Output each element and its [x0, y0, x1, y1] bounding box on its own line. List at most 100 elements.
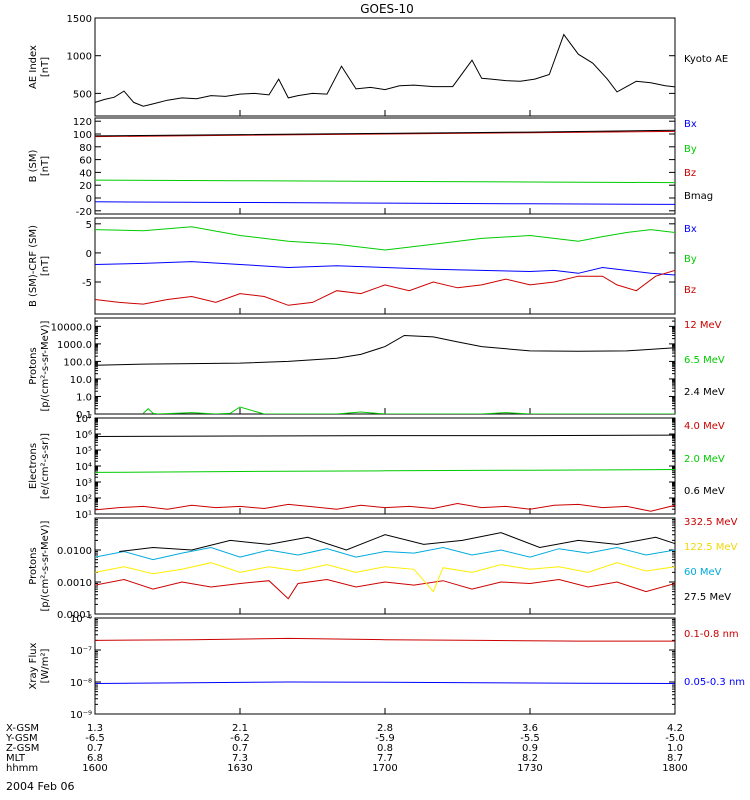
legend-label: Bz	[684, 285, 696, 296]
series-line-4-0-mev	[95, 502, 675, 512]
legend-label: 60 MeV	[684, 567, 722, 578]
x-tick-label: 1700	[372, 763, 397, 774]
y-axis-label: [e/(cm²-s-sr)]	[40, 433, 51, 499]
legend-label: Bmag	[684, 191, 713, 202]
y-tick-label: 80	[79, 143, 92, 154]
x-tick-label: 7.3	[232, 753, 248, 764]
panel-protons_high: 0.0001 0.0010 0.0100 Protons [p/(cm²-s-sr-Me…	[28, 517, 738, 621]
series-group	[95, 532, 675, 600]
panel-frame	[94, 617, 676, 715]
y-tick-label: 120	[73, 117, 92, 128]
y-axis-label: [p/(cm²-s-sr-MeV)]	[40, 320, 51, 411]
chart-title: GOES-10	[360, 2, 414, 16]
series-line-6-5-mev	[142, 406, 675, 414]
y-tick-label: 100.0	[63, 357, 92, 368]
y-tick-label: 10⁻⁷	[70, 646, 92, 657]
y-tick-label: 10000.0	[51, 322, 92, 333]
y-tick-label: 0	[86, 194, 92, 205]
series-line-bz	[95, 269, 675, 306]
legend-label: 332.5 MeV	[684, 517, 738, 528]
series-line-122-5-mev	[95, 562, 675, 593]
y-axis-label: Electrons	[28, 443, 39, 489]
y-tick-label: 0.0010	[57, 578, 92, 589]
series-line-0-05-0-3-nm	[95, 681, 675, 685]
y-tick-label: 10⁻⁸	[70, 678, 92, 689]
y-tick-label: 40	[79, 168, 92, 179]
legend-label: 0.1-0.8 nm	[684, 629, 739, 640]
y-tick-label: 10³	[75, 478, 92, 489]
x-row-label: X-GSM	[6, 723, 39, 734]
x-tick-label: 1.0	[667, 743, 683, 754]
series-line-bx	[95, 261, 675, 276]
series-line-by	[95, 179, 675, 184]
y-axis-label: [nT]	[40, 156, 51, 176]
y-tick-label: 10⁴	[75, 462, 92, 473]
legend-label: 12 MeV	[684, 320, 722, 331]
series-line-332-5-mev	[95, 578, 675, 600]
y-tick-label: 10⁷	[75, 414, 92, 425]
y-axis-label: B (SM)	[28, 149, 39, 182]
x-tick-label: 3.6	[522, 723, 538, 734]
y-tick-label: 1.0	[76, 392, 92, 403]
y-tick-label: 1000	[67, 52, 92, 63]
y-tick-label: 0.1	[76, 410, 92, 421]
x-tick-label: 0.8	[377, 743, 393, 754]
y-tick-label: 5	[86, 220, 92, 231]
panel-frame	[94, 417, 676, 515]
panel-xray: 10⁻⁹ 10⁻⁸ 10⁻⁷ 10⁻⁶ Xray Flux [W/m²] 0.1-0.8 n…	[28, 614, 745, 721]
y-axis-label: AE Index	[28, 45, 39, 89]
x-row-label: Y-GSM	[5, 733, 38, 744]
x-tick-label: 0.7	[87, 743, 103, 754]
legend-label: Bx	[684, 224, 697, 235]
y-tick-label: 0	[86, 249, 92, 260]
x-tick-label: -5.9	[375, 733, 395, 744]
y-axis-label: [nT]	[40, 57, 51, 77]
y-tick-label: 60	[79, 156, 92, 167]
x-tick-label: 6.8	[87, 753, 103, 764]
y-tick-label: 20	[79, 181, 92, 192]
series-group	[95, 434, 675, 512]
x-tick-label: 1600	[82, 763, 107, 774]
x-row-label: MLT	[6, 753, 26, 764]
y-tick-label: 500	[73, 89, 92, 100]
y-tick-label: 10⁻⁹	[70, 710, 92, 721]
x-axis-table: X-GSMY-GSMZ-GSMMLThhmm1.3-6.50.76.816002…	[5, 723, 688, 774]
series-line-kyoto-ae	[95, 33, 675, 107]
x-tick-label: -6.2	[230, 733, 250, 744]
panel-electrons: 10¹ 10² 10³ 10⁴ 10⁵ 10⁶ 10⁷ Electrons [e/(cm²-s-…	[28, 414, 725, 521]
y-tick-label: 0.0100	[57, 546, 92, 557]
panel-protons_low: 0.1 1.0 10.0 100.0 1000.0 10000.0 Protons [p/(c…	[28, 317, 725, 421]
x-tick-label: 0.7	[232, 743, 248, 754]
date-label: 2004 Feb 06	[6, 780, 74, 793]
y-tick-label: 10.0	[70, 375, 92, 386]
panel-frame	[94, 317, 676, 415]
legend-label: 27.5 MeV	[684, 592, 731, 603]
y-axis-label: [W/m²]	[40, 648, 51, 683]
x-tick-label: 1.3	[87, 723, 103, 734]
legend-label: 0.05-0.3 nm	[684, 677, 745, 688]
x-tick-label: 2.1	[232, 723, 248, 734]
x-tick-label: 4.2	[667, 723, 683, 734]
y-tick-label: 1000.0	[57, 340, 92, 351]
series-line-60-mev	[95, 546, 675, 561]
y-axis-label: B (SM)-CRF (SM)	[28, 225, 39, 307]
y-tick-label: 10²	[75, 494, 92, 505]
panel-bcrf: -5 0 5 B (SM)-CRF (SM) [nT] Bx By Bz	[28, 217, 697, 315]
y-tick-label: 10¹	[75, 510, 92, 521]
series-line-2-4-mev	[95, 334, 675, 366]
x-tick-label: -5.5	[520, 733, 540, 744]
legend-label: Bx	[684, 119, 697, 130]
x-tick-label: -6.5	[85, 733, 105, 744]
legend-label: 0.6 MeV	[684, 486, 725, 497]
y-tick-label: 1500	[67, 14, 92, 25]
x-row-label: hhmm	[6, 763, 38, 774]
legend-label: Kyoto AE	[684, 54, 728, 65]
legend-label: 6.5 MeV	[684, 355, 725, 366]
series-line-by	[95, 226, 675, 251]
y-axis-label: [p/(cm²-s-sr-MeV)]	[40, 520, 51, 611]
x-row-label: Z-GSM	[6, 743, 39, 754]
series-line-bz	[95, 130, 675, 138]
legend-label: By	[684, 144, 697, 155]
